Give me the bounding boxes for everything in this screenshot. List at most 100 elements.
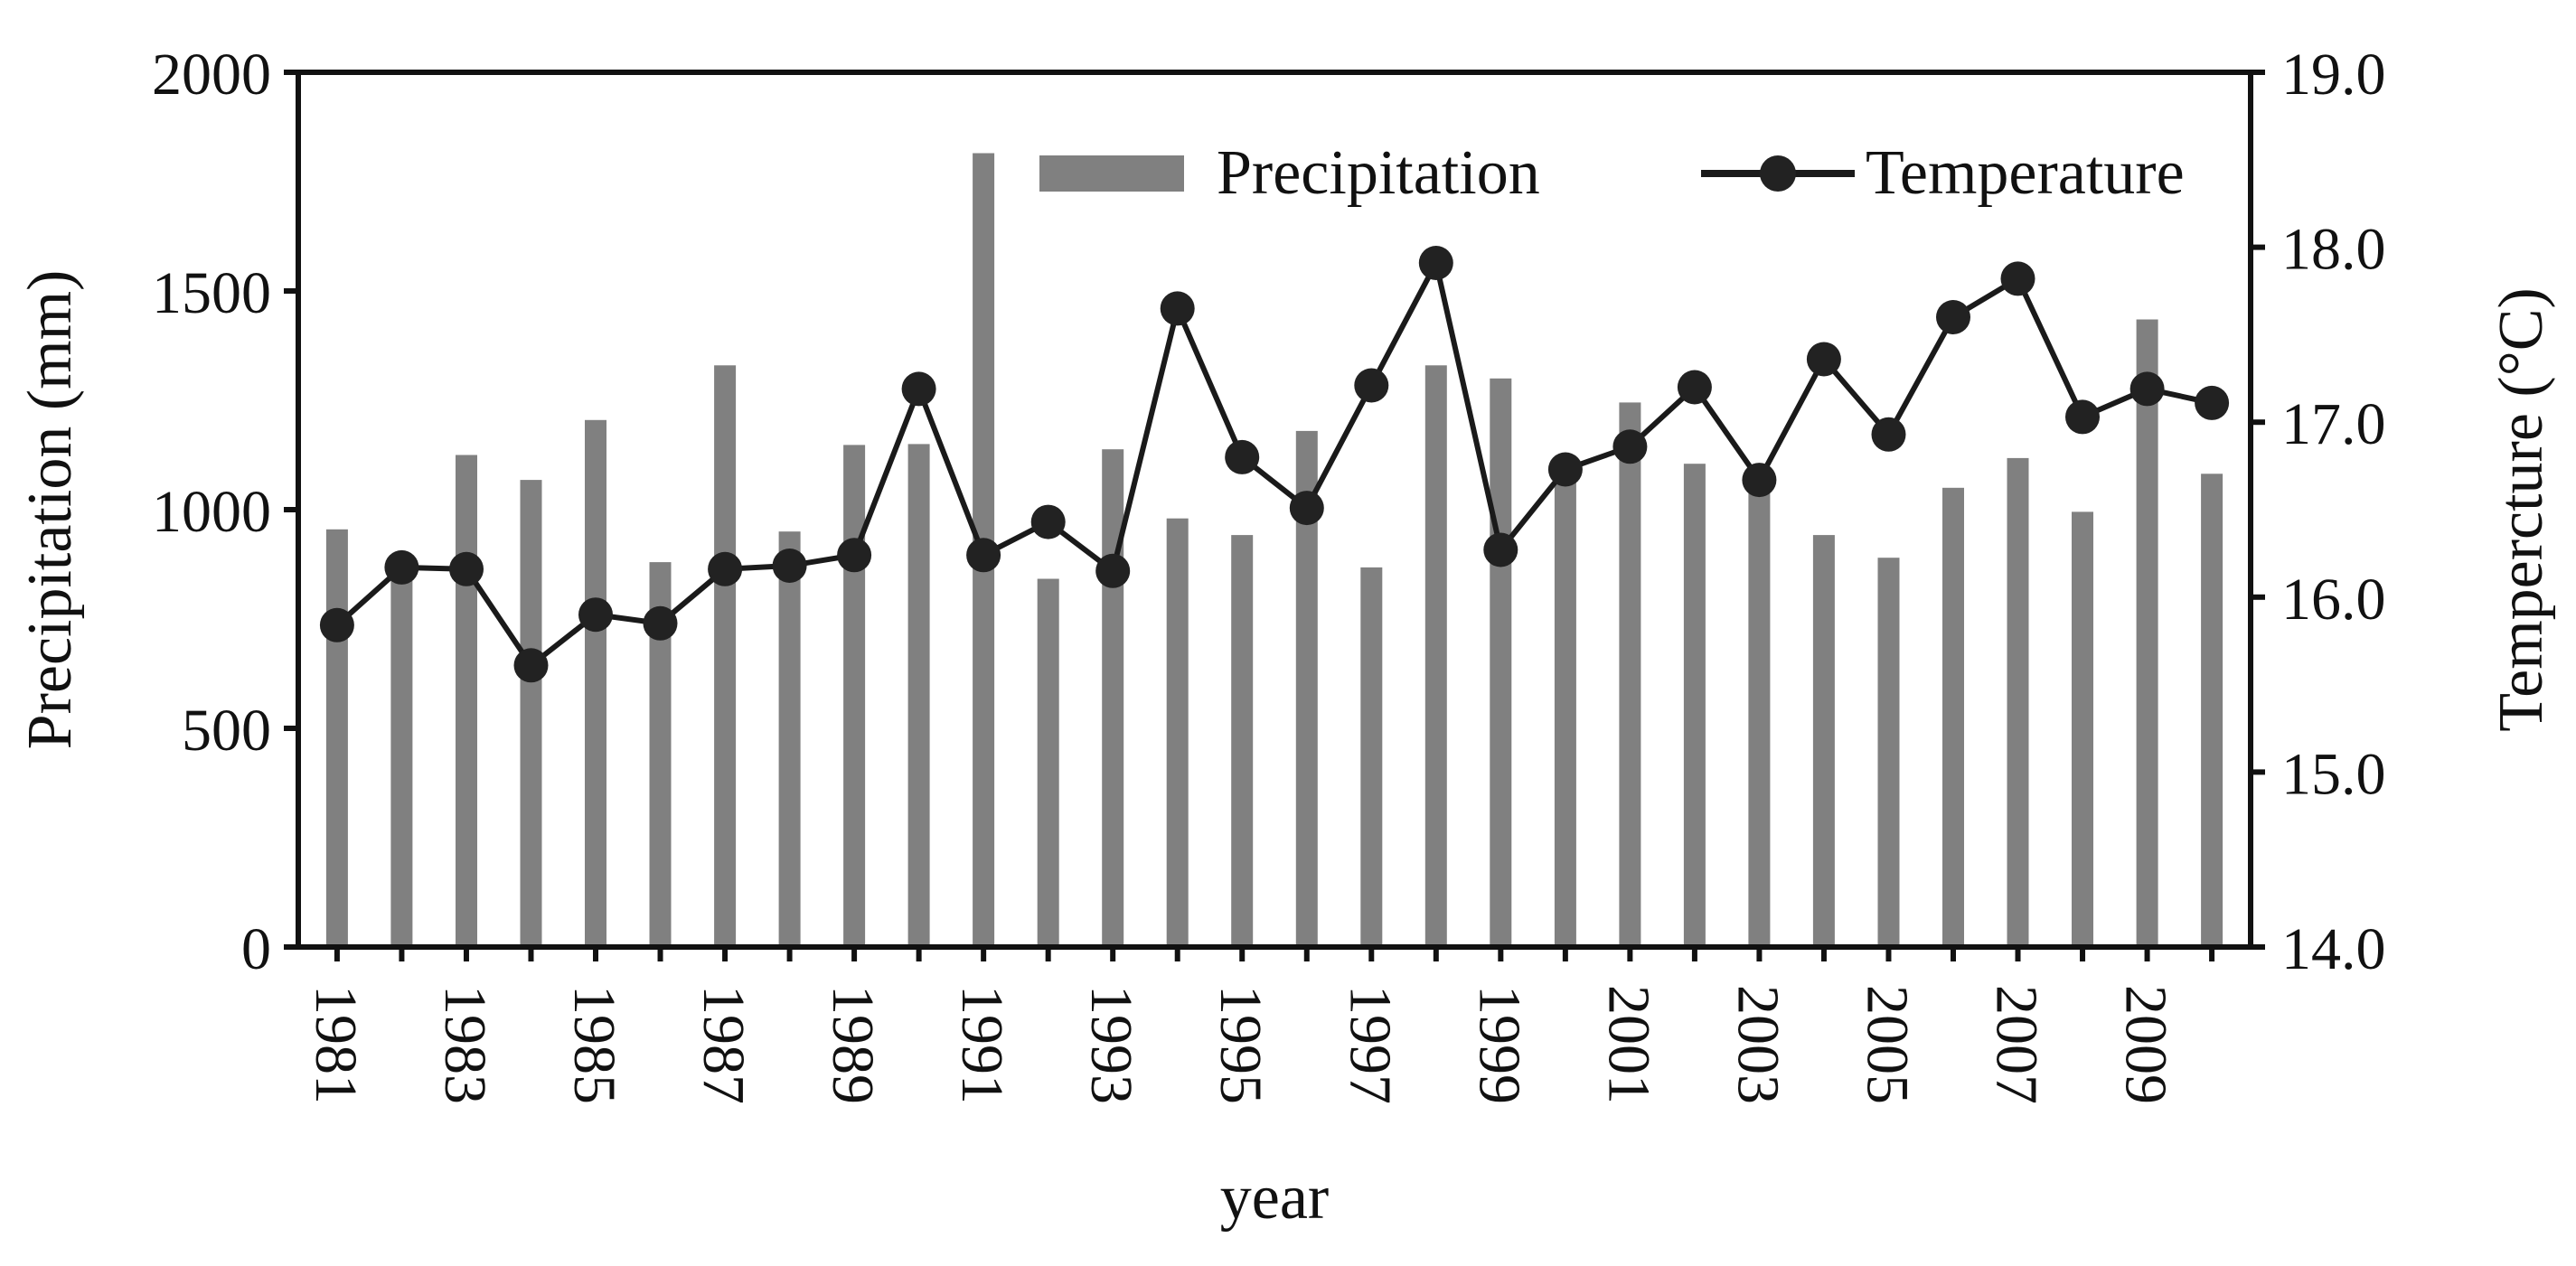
temperature-point-1987 bbox=[708, 551, 743, 586]
precipitation-bar-2003 bbox=[1748, 483, 1771, 947]
axes bbox=[296, 70, 2253, 950]
temperature-point-2004 bbox=[1806, 342, 1841, 377]
temperature-point-1986 bbox=[643, 605, 678, 641]
temperature-point-1996 bbox=[1289, 491, 1324, 526]
x-tick-label: 1999 bbox=[1466, 985, 1532, 1104]
precipitation-bar-1998 bbox=[1424, 365, 1447, 947]
precipitation-bar-2002 bbox=[1683, 464, 1706, 947]
temperature-point-1984 bbox=[513, 648, 549, 683]
precipitation-bar-2004 bbox=[1812, 535, 1835, 947]
right-tick-label: 17.0 bbox=[2281, 391, 2386, 457]
precipitation-bar-1990 bbox=[907, 444, 930, 947]
right-axis-title: Tempercture (°C) bbox=[2487, 287, 2556, 731]
x-tick-label: 1987 bbox=[691, 985, 757, 1104]
temperature-points bbox=[319, 246, 2230, 683]
temperature-point-1994 bbox=[1160, 291, 1195, 326]
x-tick-label: 2005 bbox=[1855, 985, 1921, 1104]
precipitation-bar-2005 bbox=[1877, 558, 1900, 947]
left-tick-label: 500 bbox=[182, 698, 271, 764]
temperature-point-1989 bbox=[837, 538, 872, 573]
x-tick-label: 1997 bbox=[1337, 985, 1403, 1104]
x-tick-label: 2003 bbox=[1725, 985, 1791, 1104]
x-tick-label: 1991 bbox=[949, 985, 1015, 1104]
temperature-point-1993 bbox=[1095, 553, 1131, 588]
precipitation-bar-1987 bbox=[714, 365, 737, 947]
precipitation-bar-1997 bbox=[1360, 567, 1383, 947]
legend: Precipitation Temperature bbox=[1039, 138, 2185, 208]
temperature-point-1982 bbox=[384, 549, 419, 585]
legend-temperature-marker bbox=[1760, 155, 1796, 192]
right-tick-label: 15.0 bbox=[2281, 741, 2386, 807]
temperature-point-1990 bbox=[901, 371, 936, 407]
x-tick-label: 1989 bbox=[820, 985, 886, 1104]
precipitation-bar-1999 bbox=[1490, 378, 1512, 947]
temperature-point-2006 bbox=[1936, 300, 1970, 334]
precipitation-bar-1988 bbox=[778, 531, 801, 947]
left-axis-ticks: 0 500 1000 1500 2000 bbox=[152, 42, 298, 982]
precipitation-bar-2009 bbox=[2136, 319, 2158, 947]
precipitation-bar-2010 bbox=[2201, 474, 2223, 947]
temperature-point-1991 bbox=[966, 538, 1001, 573]
temperature-point-2000 bbox=[1547, 452, 1583, 487]
legend-precipitation-swatch bbox=[1039, 155, 1184, 192]
precipitation-bar-1981 bbox=[325, 529, 348, 947]
temperature-point-2001 bbox=[1612, 429, 1648, 464]
temperature-point-1985 bbox=[578, 597, 613, 633]
temperature-series bbox=[319, 246, 2230, 683]
x-tick-label: 2007 bbox=[1984, 985, 2050, 1104]
x-axis-ticks: 1981 1983 1985 1987 1989 1991 1993 1995 1997 1999… bbox=[303, 947, 2215, 1104]
right-axis-ticks: 14.0 15.0 16.0 17.0 18.0 19.0 bbox=[2251, 42, 2386, 982]
temperature-point-1992 bbox=[1030, 504, 1066, 539]
right-tick-label: 16.0 bbox=[2281, 567, 2386, 633]
temperature-line bbox=[334, 255, 2213, 670]
left-tick-label: 2000 bbox=[152, 42, 271, 108]
temperature-point-1983 bbox=[449, 551, 484, 586]
x-tick-label: 1983 bbox=[432, 985, 498, 1104]
temperature-point-1988 bbox=[772, 549, 807, 583]
precipitation-bar-1989 bbox=[843, 445, 866, 947]
x-tick-label: 1993 bbox=[1078, 985, 1144, 1104]
precipitation-bar-1995 bbox=[1231, 535, 1254, 947]
right-tick-label: 18.0 bbox=[2281, 217, 2386, 283]
precipitation-bar-1983 bbox=[456, 455, 477, 947]
left-tick-label: 0 bbox=[241, 916, 271, 982]
temperature-point-2002 bbox=[1677, 370, 1712, 405]
precipitation-bar-1984 bbox=[520, 480, 542, 947]
temperature-point-1999 bbox=[1483, 532, 1518, 567]
precipitation-bars bbox=[325, 153, 2223, 947]
precipitation-bar-2008 bbox=[2072, 511, 2093, 947]
precipitation-bar-1993 bbox=[1102, 449, 1124, 947]
x-tick-label: 2009 bbox=[2113, 985, 2179, 1104]
x-tick-label: 2001 bbox=[1595, 985, 1661, 1104]
temperature-point-2003 bbox=[1742, 463, 1777, 498]
precipitation-bar-1982 bbox=[390, 566, 413, 947]
precipitation-bar-1992 bbox=[1037, 578, 1059, 947]
temperature-point-1981 bbox=[319, 607, 354, 642]
left-tick-label: 1500 bbox=[152, 260, 271, 326]
x-axis-title: year bbox=[1220, 1163, 1329, 1233]
right-tick-label: 19.0 bbox=[2281, 42, 2386, 108]
x-tick-label: 1995 bbox=[1208, 985, 1274, 1104]
temperature-point-2009 bbox=[2129, 371, 2165, 407]
temperature-point-1998 bbox=[1418, 246, 1453, 280]
temperature-point-2010 bbox=[2195, 385, 2230, 420]
precipitation-bar-2006 bbox=[1942, 487, 1964, 947]
precipitation-bar-2007 bbox=[2007, 457, 2029, 947]
legend-precipitation-label: Precipitation bbox=[1217, 138, 1540, 208]
precipitation-bar-2000 bbox=[1554, 461, 1576, 947]
left-tick-label: 1000 bbox=[152, 479, 271, 545]
temperature-point-2005 bbox=[1871, 417, 1906, 452]
right-tick-label: 14.0 bbox=[2281, 916, 2386, 982]
left-axis-title: Precipitation (mm) bbox=[15, 270, 85, 750]
temperature-point-2008 bbox=[2065, 399, 2100, 435]
x-tick-label: 1985 bbox=[561, 985, 627, 1104]
precipitation-bar-1994 bbox=[1166, 518, 1189, 947]
precipitation-bar-1985 bbox=[585, 419, 606, 947]
precipitation-bar-2001 bbox=[1619, 402, 1641, 947]
temperature-point-2007 bbox=[2000, 261, 2035, 296]
temperature-point-1997 bbox=[1354, 368, 1389, 403]
temperature-point-1995 bbox=[1225, 439, 1260, 474]
legend-temperature-label: Temperature bbox=[1866, 138, 2185, 208]
x-tick-label: 1981 bbox=[303, 985, 369, 1104]
